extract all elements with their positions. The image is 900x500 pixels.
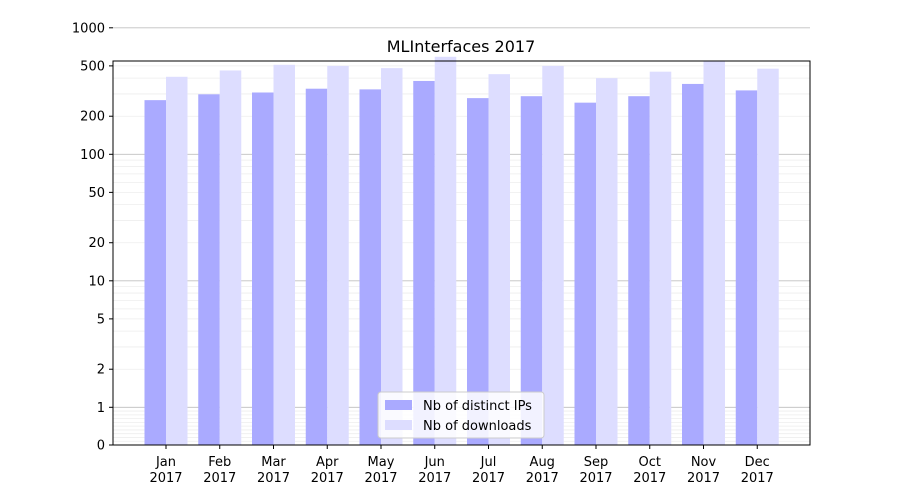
x-tick-label-month: Dec [745, 455, 770, 470]
x-tick-label-year: 2017 [311, 471, 344, 486]
x-tick-label-year: 2017 [741, 471, 774, 486]
x-tick-label-year: 2017 [203, 471, 236, 486]
bar-downloads-mar [273, 64, 295, 446]
bar-distinct-ips-aug [520, 96, 543, 445]
x-tick-label-month: Jun [424, 455, 445, 470]
bar-distinct-ips-jul [467, 98, 489, 446]
y-tick-label: 50 [88, 186, 105, 201]
x-tick-label-month: Nov [691, 455, 717, 470]
x-tick-label-year: 2017 [472, 471, 505, 486]
bar-distinct-ips-apr [305, 88, 328, 446]
bar-downloads-jan [166, 76, 188, 446]
y-tick-label: 500 [80, 59, 105, 74]
bar-downloads-apr [327, 65, 349, 445]
bar-distinct-ips-may [359, 89, 381, 445]
y-tick-label: 1000 [72, 21, 105, 36]
bar-distinct-ips-mar [252, 92, 274, 445]
y-tick-label: 2 [97, 363, 105, 378]
legend-box [377, 391, 545, 439]
axes-layer: 01251020501002005001000Jan2017Feb2017Mar… [72, 21, 811, 486]
legend-swatch [385, 400, 412, 410]
x-tick-label-month: May [368, 455, 395, 470]
bar-downloads-feb [219, 70, 242, 446]
y-tick-label: 10 [88, 274, 105, 289]
y-tick-label: 200 [80, 110, 105, 125]
bar-downloads-may [381, 68, 403, 445]
legend-swatch [385, 420, 412, 430]
bar-downloads-oct [649, 71, 672, 446]
plot-frame [112, 60, 811, 446]
x-tick-label-month: Aug [530, 455, 555, 470]
bar-distinct-ips-dec [735, 90, 758, 445]
legend-label: Nb of distinct IPs [423, 399, 532, 414]
x-tick-label-month: Mar [261, 455, 286, 470]
y-tick-label: 20 [88, 236, 105, 251]
bar-distinct-ips-jan [144, 100, 166, 446]
y-tick-label: 5 [97, 312, 105, 327]
x-tick-label-month: Feb [208, 455, 231, 470]
bar-downloads-aug [542, 65, 564, 445]
bar-distinct-ips-oct [628, 96, 650, 445]
bar-distinct-ips-jun [413, 80, 435, 446]
bar-downloads-jun [434, 56, 457, 445]
x-tick-label-year: 2017 [257, 471, 290, 486]
y-tick-label: 100 [80, 148, 105, 163]
bar-distinct-ips-nov [682, 83, 704, 445]
x-tick-label-year: 2017 [633, 471, 666, 486]
bar-distinct-ips-feb [198, 94, 220, 445]
x-tick-label-month: Sep [584, 455, 609, 470]
x-tick-label-month: Jul [480, 455, 497, 470]
x-tick-label-year: 2017 [687, 471, 720, 486]
legend: Nb of distinct IPs Nb of downloads [377, 391, 545, 439]
x-tick-label-year: 2017 [418, 471, 451, 486]
x-tick-label-year: 2017 [526, 471, 559, 486]
bars-layer [144, 56, 779, 446]
bar-downloads-jul [488, 74, 510, 446]
legend-label: Nb of downloads [423, 419, 532, 434]
y-tick-label: 1 [97, 401, 105, 416]
bar-downloads-dec [757, 68, 779, 446]
bar-downloads-nov [703, 60, 725, 446]
x-tick-label-year: 2017 [364, 471, 397, 486]
bar-distinct-ips-sep [574, 102, 596, 445]
x-tick-label-month: Jan [155, 455, 176, 470]
bar-downloads-sep [596, 78, 618, 446]
x-tick-label-year: 2017 [149, 471, 182, 486]
y-tick-label: 0 [97, 439, 105, 454]
x-tick-label-year: 2017 [579, 471, 612, 486]
x-tick-label-month: Apr [316, 455, 339, 470]
x-tick-label-month: Oct [639, 455, 661, 470]
chart-title: MLInterfaces 2017 [387, 37, 536, 56]
